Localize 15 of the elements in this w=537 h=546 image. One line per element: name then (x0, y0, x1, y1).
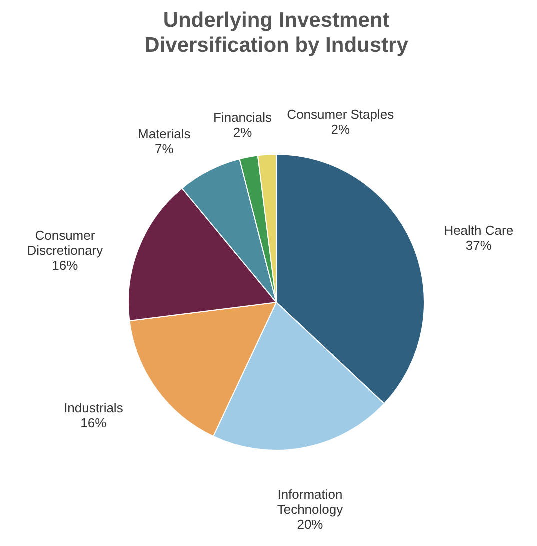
chart-title: Underlying Investment Diversification by Industry (144, 9, 409, 57)
slice-label: Consumer Discretionary (27, 228, 104, 258)
data-label: 20% (297, 516, 324, 532)
slice-label: Industrials (64, 400, 124, 416)
slice-label: Information Technology (277, 486, 344, 517)
data-label: 37% (466, 238, 492, 254)
slice-label: Consumer Staples (287, 107, 395, 122)
slice-label: Health Care (444, 223, 514, 238)
slice-label: Financials (214, 110, 273, 125)
data-label: 16% (80, 415, 108, 430)
data-label: 2% (233, 124, 253, 140)
slice-label: Materials (138, 126, 192, 142)
data-label: 7% (154, 141, 174, 156)
data-label: 2% (331, 122, 350, 138)
data-label: 16% (52, 258, 79, 274)
